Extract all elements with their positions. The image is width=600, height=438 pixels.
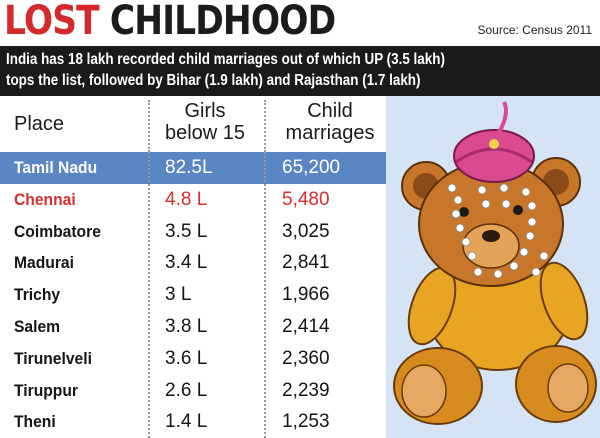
- girls-below-15-cell: 2.6 L: [165, 379, 208, 401]
- child-marriages-cell: 2,239: [282, 379, 330, 401]
- banner-line-2: tops the list, followed by Bihar (1.9 la…: [6, 72, 421, 89]
- table-row: Tirunelveli 3.6 L 2,360: [0, 343, 386, 375]
- table-row: Salem 3.8 L 2,414: [0, 311, 386, 343]
- child-marriages-cell: 1,253: [282, 411, 330, 433]
- girls-below-15-cell: 3.4 L: [165, 252, 208, 274]
- place-cell: Tiruppur: [14, 380, 79, 400]
- column-divider: [148, 152, 150, 438]
- place-cell: Chennai: [14, 189, 76, 209]
- teddy-bear-illustration: [386, 96, 600, 438]
- place-cell: Coimbatore: [14, 221, 101, 241]
- header-divider: [264, 100, 266, 152]
- girls-below-15-cell: 3.5 L: [165, 220, 208, 242]
- place-cell: Salem: [14, 316, 61, 336]
- girls-below-15-cell: 3 L: [165, 284, 192, 306]
- child-marriages-cell: 2,360: [282, 347, 330, 369]
- child-marriages-cell: 2,841: [282, 252, 330, 274]
- child-marriages-cell: 5,480: [282, 188, 330, 210]
- header: LOST CHILDHOOD Source: Census 2011: [0, 0, 600, 46]
- place-cell: Tamil Nadu: [14, 158, 98, 177]
- girls-below-15-cell: 1.4 L: [165, 411, 208, 433]
- table-row: Tamil Nadu 82.5L 65,200: [0, 152, 386, 184]
- teddy-bear-image: [393, 101, 597, 425]
- table-row: Coimbatore 3.5 L 3,025: [0, 216, 386, 248]
- table-row: Madurai 3.4 L 2,841: [0, 247, 386, 279]
- title-lost: LOST: [4, 0, 100, 44]
- girls-below-15-cell: 4.8 L: [165, 188, 208, 210]
- girls-below-15-cell: 3.8 L: [165, 315, 208, 337]
- place-cell: Theni: [14, 412, 56, 432]
- header-divider: [148, 100, 150, 152]
- column-header-girls: Girls below 15: [164, 100, 246, 144]
- child-marriages-cell: 2,414: [282, 315, 330, 337]
- place-cell: Trichy: [14, 285, 61, 305]
- table-row: Tiruppur 2.6 L 2,239: [0, 375, 386, 407]
- child-marriages-cell: 1,966: [282, 284, 330, 306]
- title-childhood: CHILDHOOD: [109, 0, 336, 44]
- column-header-place: Place: [14, 113, 65, 135]
- column-header-marriages: Child marriages: [285, 100, 375, 144]
- table-row: Trichy 3 L 1,966: [0, 279, 386, 311]
- column-divider: [264, 152, 266, 438]
- table-row: Chennai 4.8 L 5,480: [0, 184, 386, 216]
- girls-below-15-cell: 82.5L: [165, 157, 213, 178]
- source-note: Source: Census 2011: [477, 23, 592, 37]
- table-row: Theni 1.4 L 1,253: [0, 406, 386, 438]
- summary-banner: India has 18 lakh recorded child marriag…: [0, 46, 600, 96]
- place-cell: Tirunelveli: [14, 348, 92, 368]
- banner-line-1: India has 18 lakh recorded child marriag…: [6, 51, 445, 68]
- data-table: Tamil Nadu 82.5L 65,200 Chennai 4.8 L 5,480 Co…: [0, 152, 386, 438]
- child-marriages-cell: 3,025: [282, 220, 330, 242]
- page-title: LOST CHILDHOOD: [4, 0, 336, 44]
- girls-below-15-cell: 3.6 L: [165, 347, 208, 369]
- child-marriages-cell: 65,200: [282, 157, 341, 178]
- place-cell: Madurai: [14, 253, 74, 273]
